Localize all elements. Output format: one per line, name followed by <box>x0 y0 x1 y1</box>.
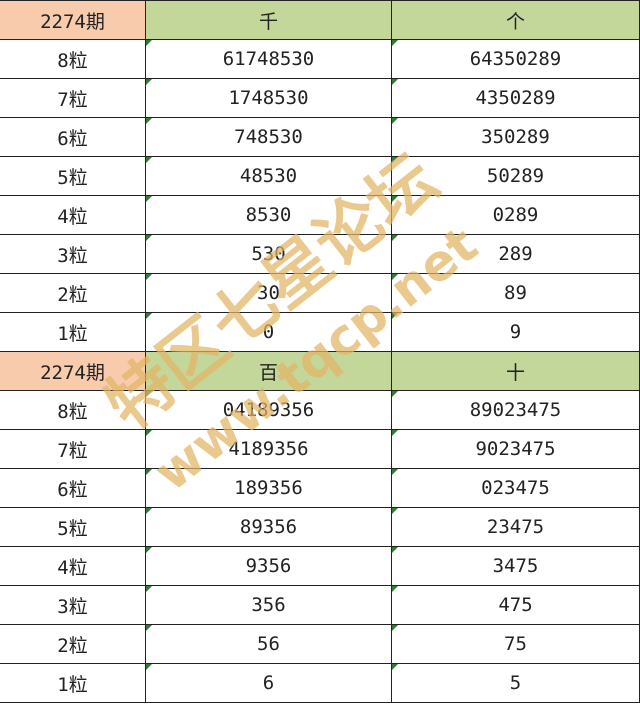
number-cell: 04189356 <box>145 390 392 430</box>
number-cell: 89023475 <box>391 390 640 430</box>
row-label: 8粒 <box>0 39 146 79</box>
number-cell: 23475 <box>391 507 640 547</box>
row-label: 6粒 <box>0 117 146 157</box>
digit-column-header: 十 <box>391 351 640 391</box>
table-row: 4粒 9356 3475 <box>0 546 640 586</box>
row-label: 4粒 <box>0 546 146 586</box>
number-cell: 023475 <box>391 468 640 508</box>
number-cell: 4350289 <box>391 78 640 118</box>
row-label: 8粒 <box>0 390 146 430</box>
table-row: 3粒 530 289 <box>0 234 640 274</box>
table-row: 8粒 04189356 89023475 <box>0 390 640 430</box>
row-label: 2粒 <box>0 624 146 664</box>
row-label: 7粒 <box>0 78 146 118</box>
digit-column-header: 千 <box>145 0 392 40</box>
table-row: 1粒 0 9 <box>0 312 640 352</box>
row-label: 5粒 <box>0 507 146 547</box>
number-cell: 75 <box>391 624 640 664</box>
row-label: 7粒 <box>0 429 146 469</box>
row-label: 3粒 <box>0 585 146 625</box>
number-cell: 475 <box>391 585 640 625</box>
number-cell: 356 <box>145 585 392 625</box>
table-row: 6粒 748530 350289 <box>0 117 640 157</box>
number-cell: 64350289 <box>391 39 640 79</box>
number-cell: 1748530 <box>145 78 392 118</box>
number-cell: 9 <box>391 312 640 352</box>
table-row: 2粒 56 75 <box>0 624 640 664</box>
number-cell: 61748530 <box>145 39 392 79</box>
number-cell: 9023475 <box>391 429 640 469</box>
number-cell: 530 <box>145 234 392 274</box>
table-row: 8粒 61748530 64350289 <box>0 39 640 79</box>
period-header: 2274期 <box>0 0 146 40</box>
number-cell: 89 <box>391 273 640 313</box>
table-row: 7粒 4189356 9023475 <box>0 429 640 469</box>
table-row: 2粒 30 89 <box>0 273 640 313</box>
table-row: 1粒 6 5 <box>0 663 640 703</box>
number-cell: 189356 <box>145 468 392 508</box>
table-row: 4粒 8530 0289 <box>0 195 640 235</box>
row-label: 5粒 <box>0 156 146 196</box>
section-header-row: 2274期千个 <box>0 0 640 40</box>
number-cell: 5 <box>391 663 640 703</box>
number-cell: 9356 <box>145 546 392 586</box>
table-row: 5粒 48530 50289 <box>0 156 640 196</box>
number-cell: 30 <box>145 273 392 313</box>
table-row: 5粒 89356 23475 <box>0 507 640 547</box>
number-cell: 6 <box>145 663 392 703</box>
section-header-row: 2274期百十 <box>0 351 640 391</box>
number-cell: 8530 <box>145 195 392 235</box>
row-label: 3粒 <box>0 234 146 274</box>
row-label: 2粒 <box>0 273 146 313</box>
number-cell: 350289 <box>391 117 640 157</box>
number-cell: 289 <box>391 234 640 274</box>
number-cell: 4189356 <box>145 429 392 469</box>
row-label: 6粒 <box>0 468 146 508</box>
number-cell: 748530 <box>145 117 392 157</box>
period-header: 2274期 <box>0 351 146 391</box>
number-cell: 50289 <box>391 156 640 196</box>
number-cell: 48530 <box>145 156 392 196</box>
row-label: 1粒 <box>0 312 146 352</box>
number-cell: 89356 <box>145 507 392 547</box>
digit-column-header: 个 <box>391 0 640 40</box>
table-row: 7粒 1748530 4350289 <box>0 78 640 118</box>
row-label: 4粒 <box>0 195 146 235</box>
digit-column-header: 百 <box>145 351 392 391</box>
number-cell: 0289 <box>391 195 640 235</box>
row-label: 1粒 <box>0 663 146 703</box>
table-row: 6粒 189356 023475 <box>0 468 640 508</box>
number-cell: 3475 <box>391 546 640 586</box>
number-cell: 0 <box>145 312 392 352</box>
number-cell: 56 <box>145 624 392 664</box>
table-row: 3粒 356 475 <box>0 585 640 625</box>
